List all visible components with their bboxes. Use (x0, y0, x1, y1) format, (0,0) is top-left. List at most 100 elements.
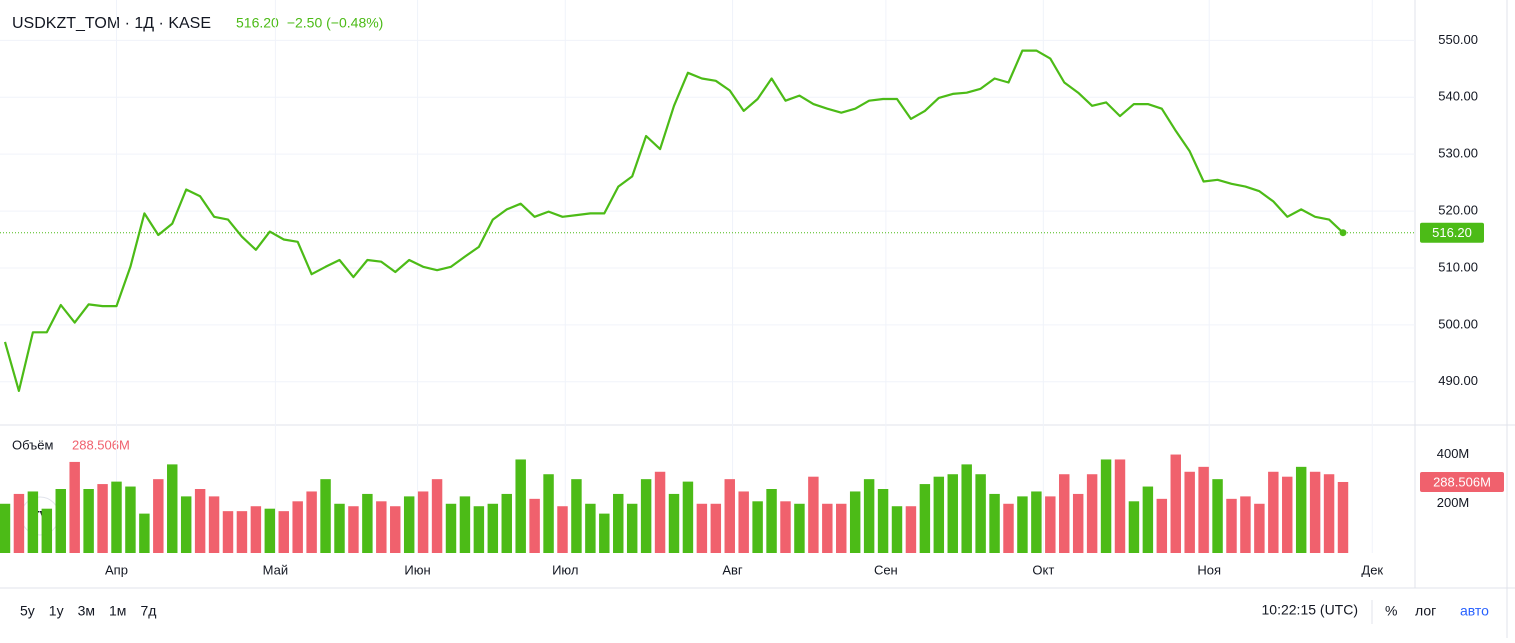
volume-bar (153, 479, 164, 553)
volume-bar (1142, 486, 1154, 553)
volume-bar (1212, 479, 1223, 553)
volume-bar (278, 511, 289, 553)
volume-tick-label: 200M (1437, 495, 1470, 510)
x-tick-label: Апр (105, 562, 128, 577)
range-button[interactable]: 1м (109, 603, 126, 619)
x-tick-label: Авг (722, 562, 743, 577)
option-button[interactable]: лог (1415, 603, 1436, 619)
volume-bar (376, 501, 387, 553)
volume-bar (1282, 476, 1293, 553)
volume-bar (320, 479, 331, 553)
volume-bar (264, 508, 276, 553)
y-tick-label: 500.00 (1438, 316, 1478, 331)
x-tick-label: Окт (1032, 562, 1054, 577)
volume-bar (1072, 493, 1084, 553)
volume-bar (1017, 496, 1028, 553)
volume-bar (989, 493, 1000, 553)
volume-bar (710, 503, 722, 553)
volume-bar (167, 464, 178, 553)
change: −2.50 (−0.48%) (287, 15, 384, 31)
last-point (1339, 229, 1347, 237)
last-price: 516.20 (236, 15, 279, 31)
range-button[interactable]: 3м (78, 603, 95, 619)
volume-bar (515, 459, 526, 553)
volume-bar (933, 476, 945, 553)
y-tick-label: 540.00 (1438, 89, 1478, 104)
volume-bar (1059, 474, 1070, 553)
volume-bar (905, 506, 917, 553)
volume-bar (752, 501, 763, 553)
volume-bar (529, 498, 540, 553)
volume-bar (571, 479, 582, 553)
volume-bar (55, 489, 66, 553)
volume-bar (947, 474, 958, 553)
volume-bar (626, 503, 638, 553)
volume-bar (822, 503, 833, 553)
volume-bar (1184, 471, 1195, 553)
volume-bar (863, 479, 875, 553)
option-button[interactable]: авто (1460, 603, 1489, 619)
volume-bar (1337, 481, 1349, 553)
volume-bar (794, 503, 805, 553)
volume-bar (919, 484, 931, 553)
volume-bar (139, 513, 150, 553)
volume-bar (1254, 503, 1265, 553)
volume-bar (1309, 471, 1321, 553)
volume-last: 288.506M (72, 437, 130, 452)
volume-bar (1170, 454, 1181, 553)
range-button[interactable]: 5у (20, 603, 35, 619)
volume-bar (724, 479, 735, 553)
volume-bar (1226, 498, 1237, 553)
volume-bar (1086, 474, 1098, 553)
volume-bar (194, 489, 206, 553)
volume-bar (236, 511, 248, 553)
volume-bar (111, 481, 122, 553)
volume-bar (459, 496, 471, 553)
x-tick-label: Июл (552, 562, 578, 577)
volume-bar (501, 493, 512, 553)
volume-bar (431, 479, 443, 553)
last-price-badge-label: 516.20 (1432, 225, 1472, 240)
volume-tick-label: 400M (1437, 446, 1470, 461)
x-tick-label: Дек (1361, 562, 1383, 577)
volume-bar (13, 493, 25, 553)
volume-bar (250, 506, 262, 553)
x-tick-label: Сен (874, 562, 898, 577)
x-tick-label: Май (263, 562, 288, 577)
volume-bar (585, 503, 596, 553)
volume-bar (613, 493, 624, 553)
volume-bar (83, 489, 94, 553)
volume-bar (738, 491, 749, 553)
volume-bar (599, 513, 610, 553)
volume-title: Объём (12, 437, 53, 452)
volume-bar (125, 486, 136, 553)
range-button[interactable]: 7д (140, 603, 156, 619)
volume-bar (654, 471, 666, 553)
volume-bar (41, 508, 53, 553)
y-tick-label: 520.00 (1438, 203, 1478, 218)
option-button[interactable]: % (1385, 603, 1397, 619)
volume-bar (877, 489, 889, 553)
volume-bar (306, 491, 317, 553)
volume-bar (208, 496, 220, 553)
volume-bar (390, 506, 401, 553)
volume-bar (1045, 496, 1056, 553)
clock: 10:22:15 (UTC) (1262, 602, 1358, 618)
volume-bar (1268, 471, 1279, 553)
volume-bar (975, 474, 986, 553)
price-line (3, 49, 1344, 392)
toolbar: 5у 1у 3м 1м 7д 10:22:15 (UTC)% лог авто (20, 600, 1489, 624)
volume-bar (487, 503, 499, 553)
last-price-badge (1420, 222, 1484, 243)
volume-bar (836, 503, 847, 553)
volume-badge-label: 288.506M (1433, 474, 1491, 489)
volume-bar (1240, 496, 1251, 553)
volume-bar (362, 493, 373, 553)
volume-bar (292, 501, 303, 553)
range-button[interactable]: 1у (49, 603, 64, 619)
volume-bar (180, 496, 192, 553)
volume-bar (0, 503, 11, 553)
volume-bar (403, 496, 415, 553)
volume-badge (1420, 471, 1504, 492)
